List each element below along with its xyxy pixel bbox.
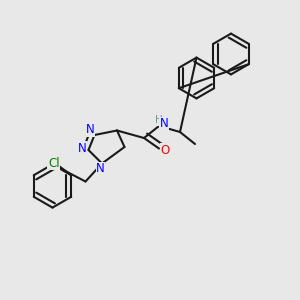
Text: N: N (77, 142, 86, 155)
Text: N: N (96, 162, 105, 176)
Text: O: O (160, 143, 169, 157)
Text: N: N (85, 123, 94, 136)
Text: H: H (154, 115, 162, 125)
Text: N: N (160, 117, 169, 130)
Text: Cl: Cl (48, 157, 60, 170)
